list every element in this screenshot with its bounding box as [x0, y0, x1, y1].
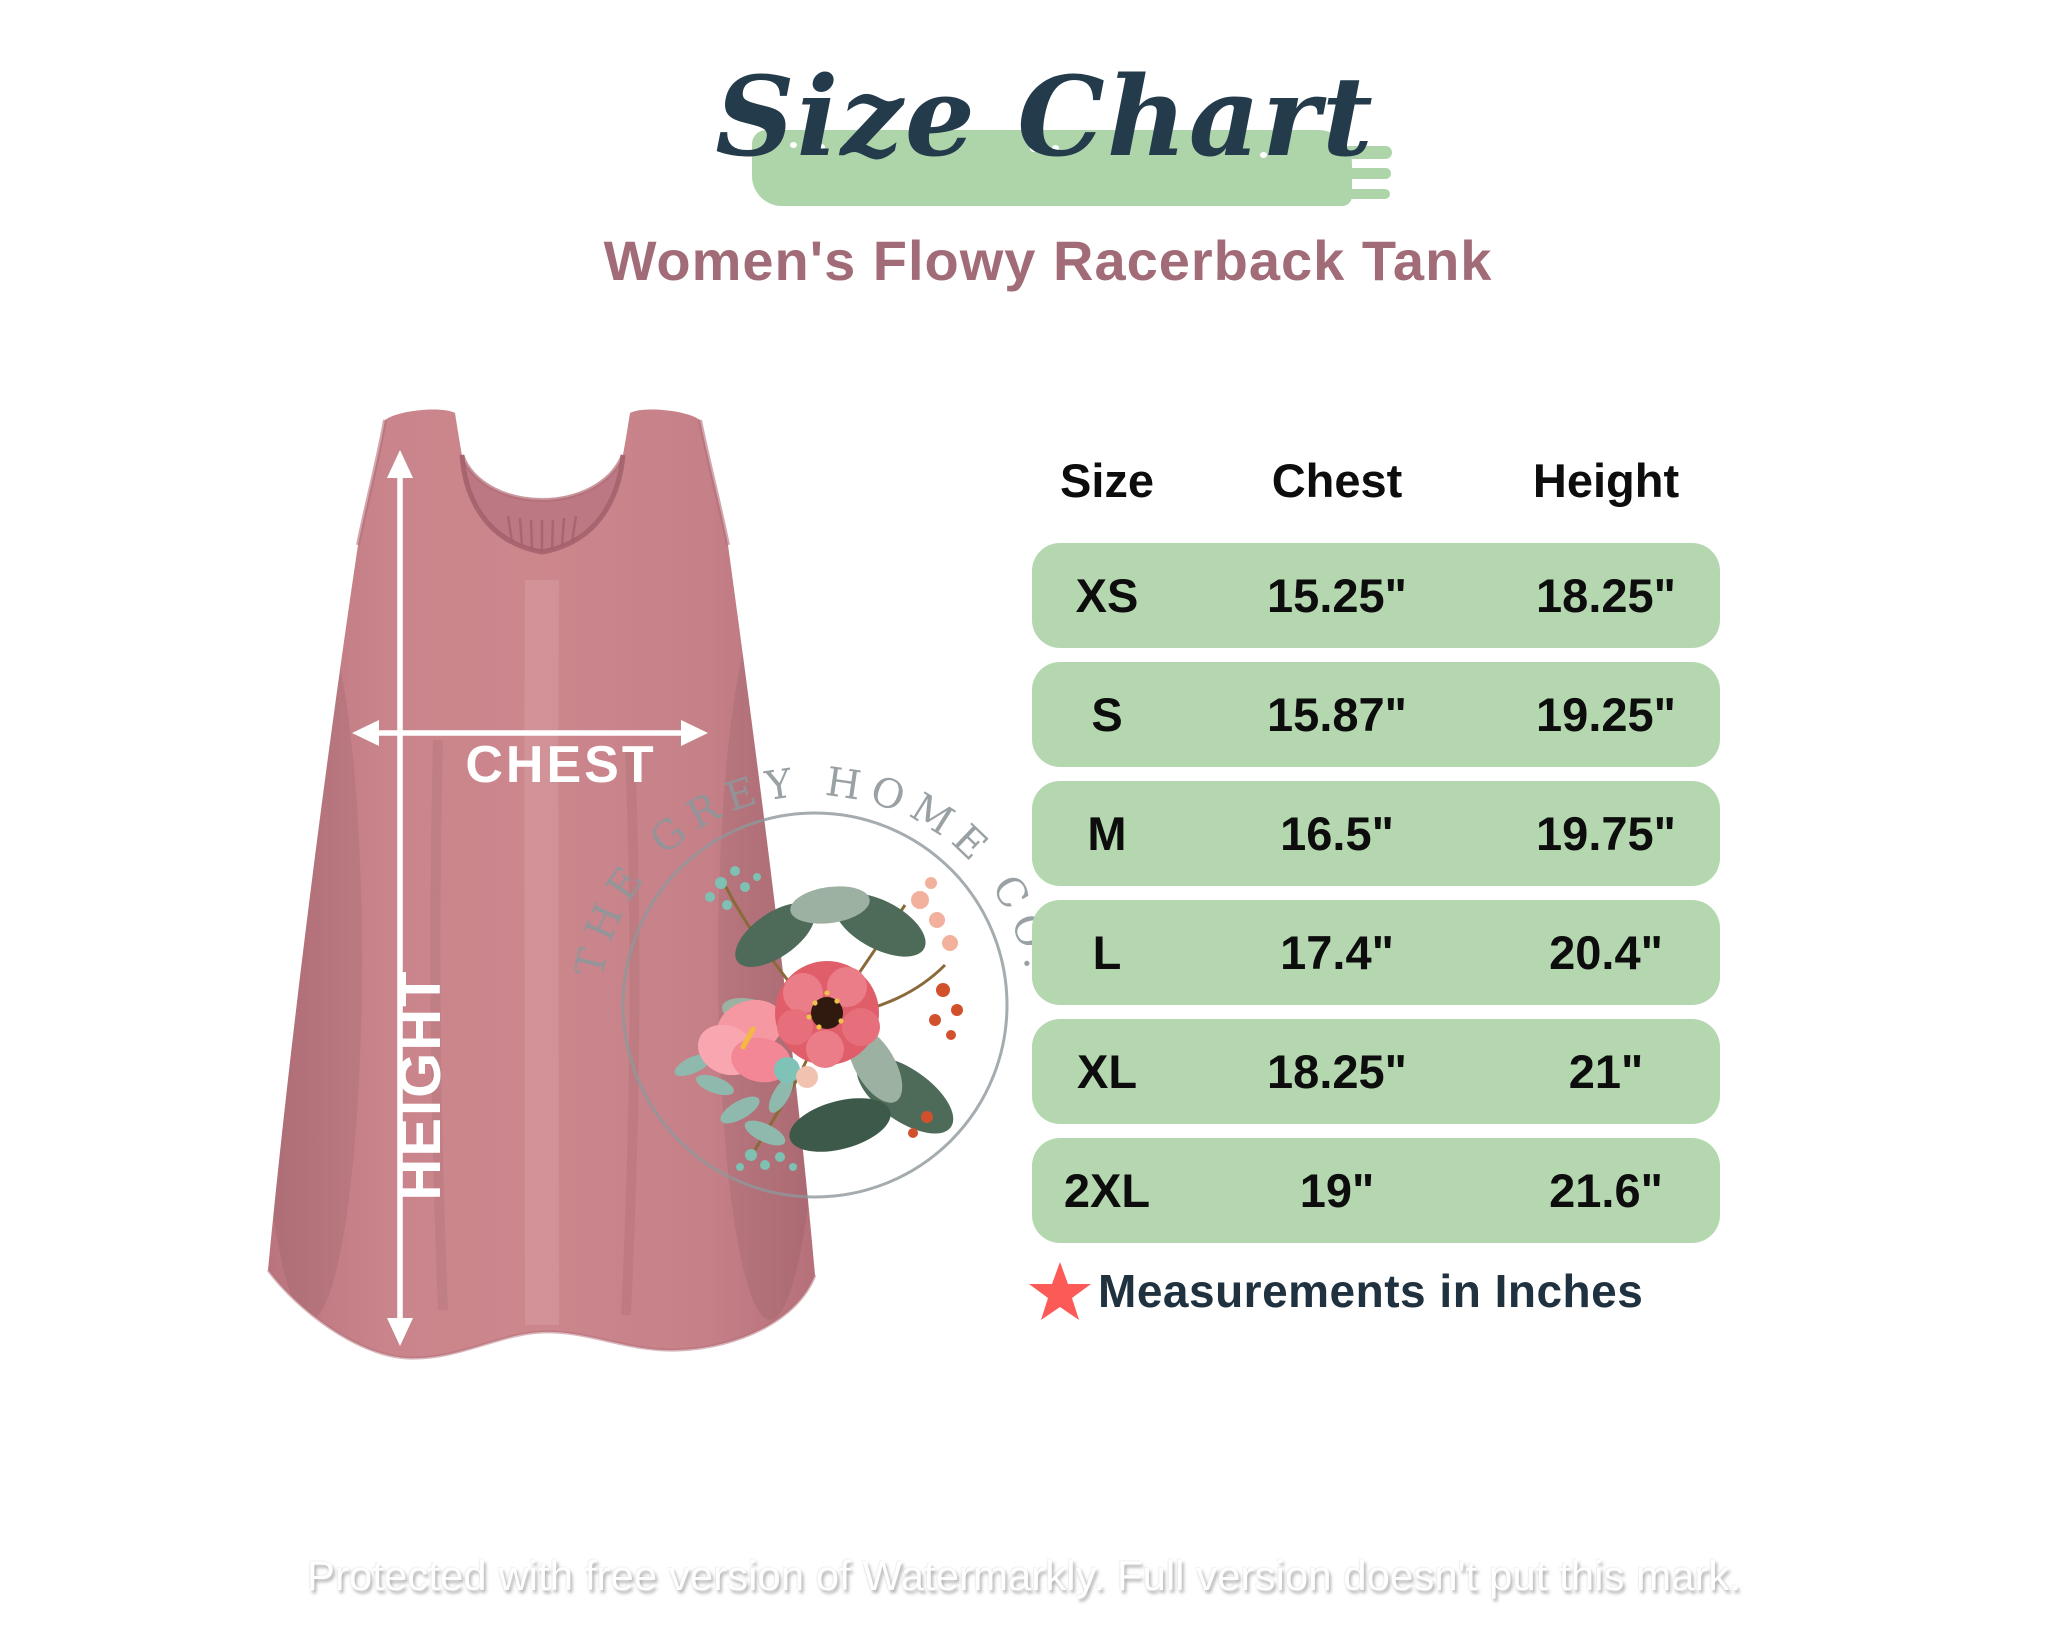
table-row: XS 15.25" 18.25" — [1032, 543, 1720, 648]
cell-height: 20.4" — [1549, 926, 1663, 979]
cell-height: 21" — [1568, 1045, 1644, 1098]
cell-chest: 16.5" — [1280, 807, 1394, 860]
chest-label: CHEST — [465, 736, 656, 794]
neckline-trim — [459, 454, 626, 555]
size-table: Size Chest Height XS 15.25" 18.25" S 15.… — [1032, 448, 1720, 1243]
header-size: Size — [1059, 453, 1155, 507]
table-row: M 16.5" 19.75" — [1032, 781, 1720, 886]
tank-silhouette — [268, 409, 815, 1359]
cell-height: 21.6" — [1549, 1164, 1663, 1217]
cell-height: 19.25" — [1536, 688, 1676, 741]
table-header: Size Chest Height — [1032, 448, 1720, 512]
measurements-note: Measurements in Inches — [1028, 1256, 1728, 1326]
note-text: Measurements in Inches — [1098, 1265, 1644, 1317]
logo-circle — [621, 811, 1009, 1199]
cell-height: 18.25" — [1536, 569, 1676, 622]
cell-size: 2XL — [1063, 1164, 1151, 1217]
cell-chest: 15.25" — [1267, 569, 1407, 622]
cell-chest: 19" — [1299, 1164, 1375, 1217]
cell-size: XS — [1075, 569, 1139, 622]
pink-flower — [697, 999, 791, 1083]
title-brush-stroke — [752, 130, 1352, 206]
armhole-trim-left — [356, 419, 387, 546]
racerback-seam — [460, 454, 625, 503]
watermark-logo: THE GREY HOME CO. — [575, 765, 1055, 1199]
height-arrow — [387, 450, 413, 1346]
gather-lines — [506, 515, 578, 551]
header-height: Height — [1532, 453, 1680, 507]
brush-streak — [1340, 146, 1392, 159]
cell-chest: 15.87" — [1267, 688, 1407, 741]
brush-streak — [1330, 189, 1390, 199]
table-row: 2XL 19" 21.6" — [1032, 1138, 1720, 1243]
cell-chest: 17.4" — [1280, 926, 1394, 979]
logo-flowers — [674, 866, 963, 1171]
height-label: HEIGHT — [388, 969, 453, 1200]
header-chest: Chest — [1271, 453, 1403, 507]
watermarkly-text: Protected with free version of Watermark… — [306, 1552, 1742, 1599]
cell-height: 19.75" — [1536, 807, 1676, 860]
hem-trim — [266, 1269, 817, 1360]
cell-chest: 18.25" — [1267, 1045, 1407, 1098]
cell-size: XL — [1076, 1045, 1138, 1098]
logo-arc-text: THE GREY HOME CO. — [575, 765, 1055, 981]
armhole-trim-right — [698, 419, 730, 546]
cell-size: S — [1091, 688, 1123, 741]
table-row: S 15.87" 19.25" — [1032, 662, 1720, 767]
chest-arrow — [352, 720, 708, 746]
cell-size: M — [1087, 807, 1127, 860]
table-row: L 17.4" 20.4" — [1032, 900, 1720, 1005]
page-title: Size Chart — [715, 52, 1375, 181]
coral-flower — [774, 961, 880, 1088]
cell-size: L — [1092, 926, 1122, 979]
table-row: XL 18.25" 21" — [1032, 1019, 1720, 1124]
brush-streak — [1315, 168, 1391, 179]
brush-speckles — [790, 142, 797, 148]
table-rows: XS 15.25" 18.25" S 15.87" 19.25" M 16.5"… — [1032, 543, 1720, 1243]
star-icon — [1029, 1262, 1091, 1320]
page-subtitle: Women's Flowy Racerback Tank — [603, 229, 1493, 292]
tank-back-panel — [462, 455, 623, 552]
